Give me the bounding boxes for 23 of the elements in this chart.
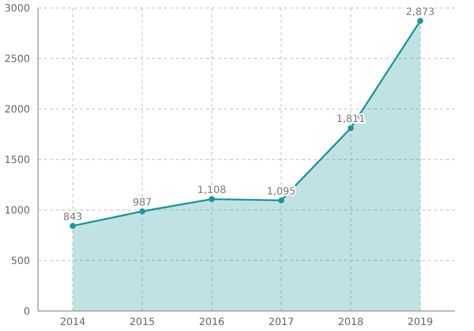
y-tick-label: 1000	[4, 206, 30, 216]
y-tick-label: 500	[10, 256, 30, 267]
x-tick-label: 2014	[60, 317, 86, 328]
point	[70, 222, 76, 229]
y-tick-label: 3000	[4, 4, 30, 14]
data-label: 843	[63, 212, 82, 223]
data-label: 1,108	[197, 185, 226, 196]
point	[278, 197, 284, 204]
data-label: 987	[132, 197, 152, 208]
y-tick-label: 0	[24, 306, 30, 318]
point	[417, 18, 424, 24]
x-tick-label: 2019	[408, 317, 433, 328]
y-tick-label: 2500	[4, 54, 30, 65]
x-tick-label: 2017	[268, 317, 294, 328]
point	[139, 208, 146, 214]
x-tick-label: 2015	[130, 317, 155, 328]
point	[208, 196, 215, 202]
x-tick-label: 2016	[199, 317, 224, 328]
y-tick-label: 2000	[4, 104, 30, 116]
y-tick-label: 1500	[4, 155, 30, 166]
x-tick-label: 2018	[338, 317, 364, 328]
point	[348, 125, 354, 132]
data-label: 2,873	[406, 6, 435, 18]
